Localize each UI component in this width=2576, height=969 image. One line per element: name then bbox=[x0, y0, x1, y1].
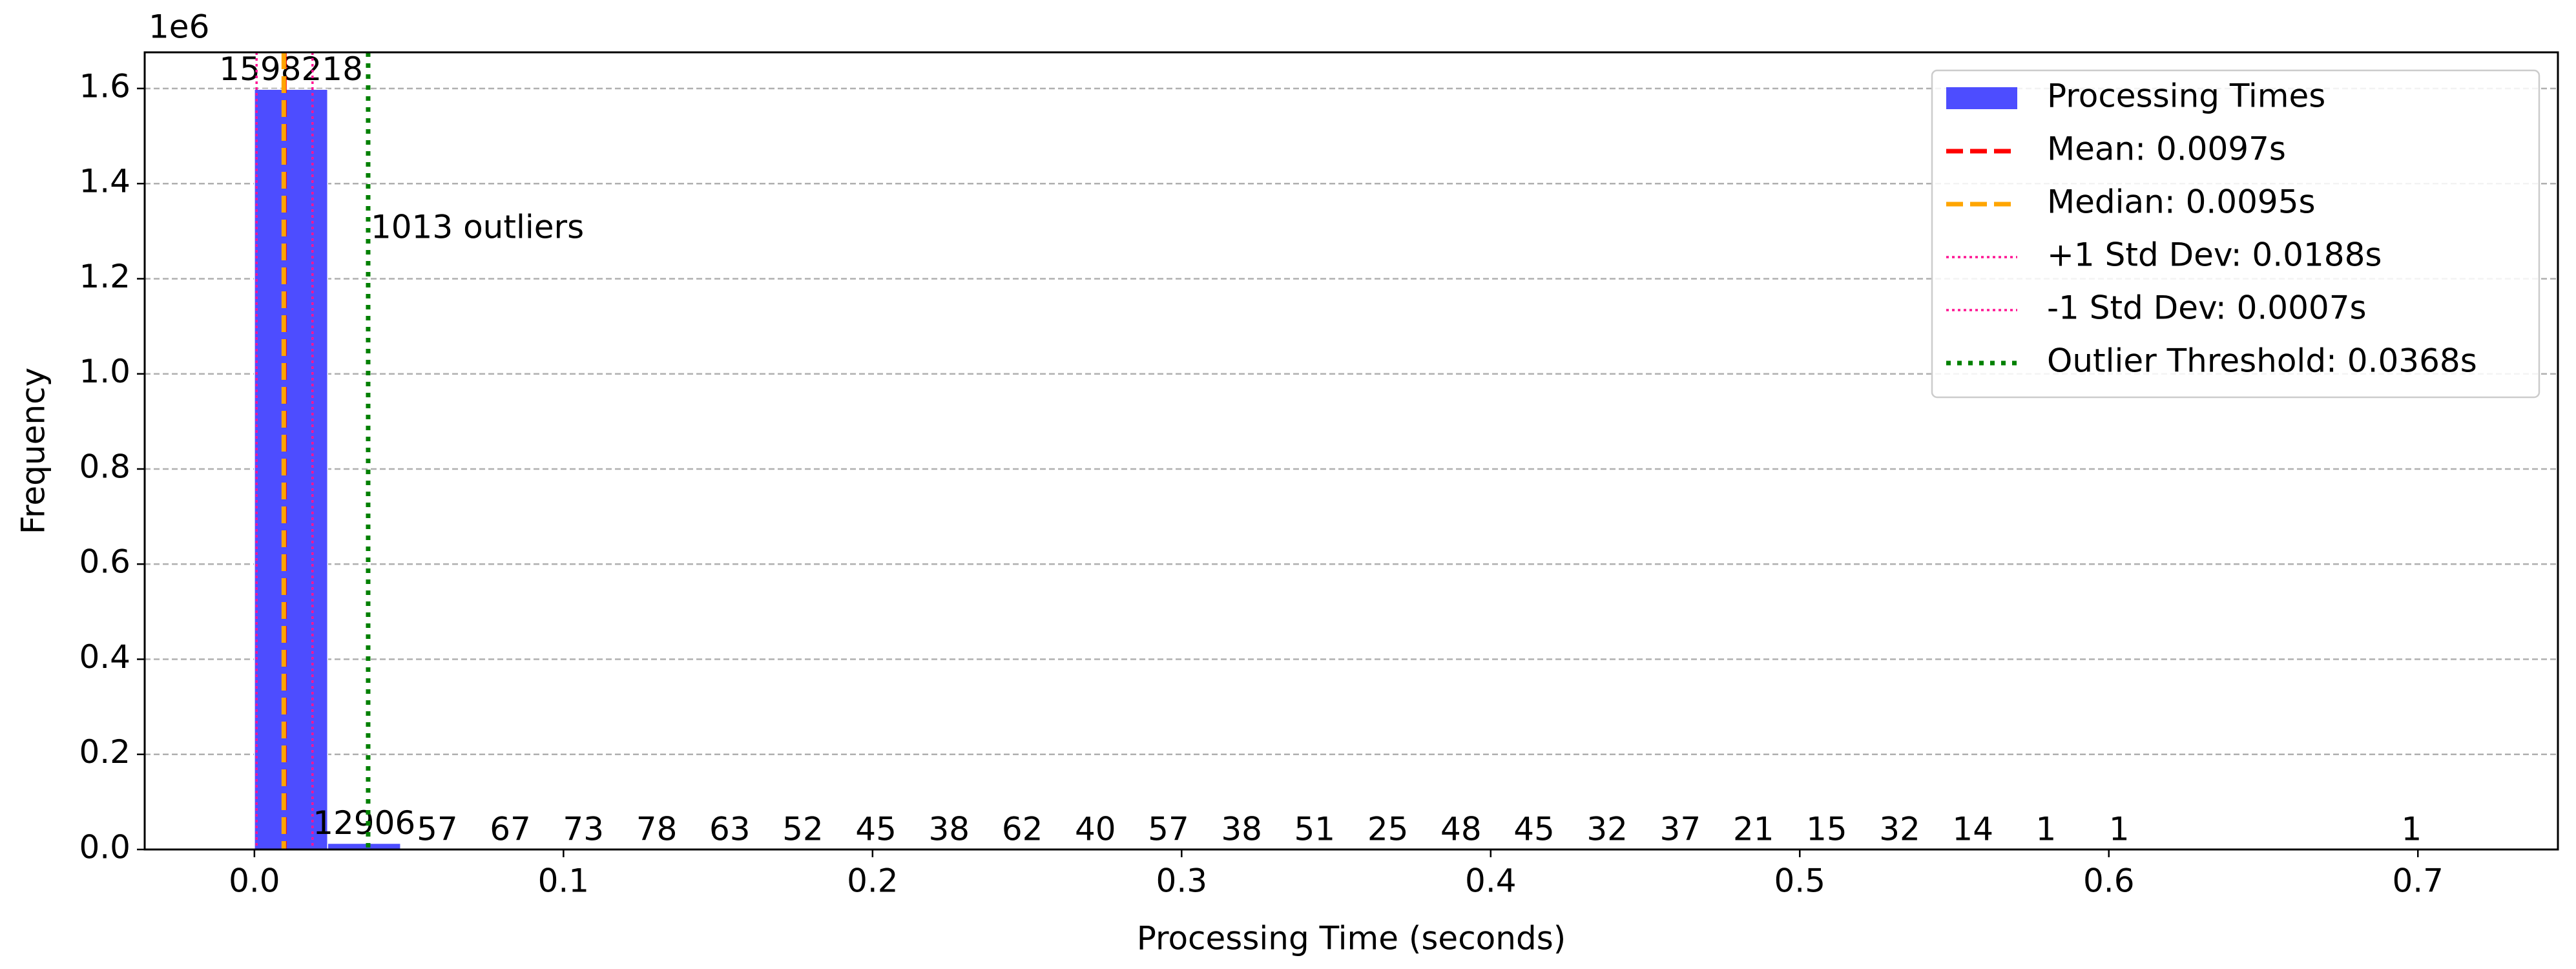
x-axis-label: Processing Time (seconds) bbox=[1137, 920, 1566, 957]
value-label: 73 bbox=[563, 810, 604, 848]
y-tick-label: 0.4 bbox=[79, 638, 130, 676]
y-offset-text: 1e6 bbox=[149, 8, 209, 46]
legend-swatch bbox=[1946, 87, 2017, 109]
x-tick-label: 0.0 bbox=[229, 862, 280, 900]
legend: Processing Times Mean: 0.0097s Median: 0.0… bbox=[1931, 69, 2540, 399]
annotation: 1013 outliers bbox=[371, 209, 584, 246]
value-label: 25 bbox=[1367, 810, 1409, 848]
x-tick-label: 0.7 bbox=[2392, 862, 2444, 900]
y-tick-label: 1.0 bbox=[79, 353, 130, 390]
value-label: 1 bbox=[2402, 810, 2422, 848]
value-label: 52 bbox=[782, 810, 824, 848]
value-label: 12906 bbox=[313, 804, 415, 842]
legend-label: +1 Std Dev: 0.0188s bbox=[2047, 236, 2382, 274]
y-tick-label: 1.4 bbox=[79, 163, 130, 200]
y-tick-label: 0.8 bbox=[79, 448, 130, 485]
value-label: 38 bbox=[1221, 810, 1262, 848]
bar bbox=[254, 89, 329, 850]
legend-label: Outlier Threshold: 0.0368s bbox=[2047, 342, 2477, 380]
value-label: 48 bbox=[1440, 810, 1482, 848]
legend-box bbox=[1931, 69, 2540, 399]
value-label: 57 bbox=[1148, 810, 1189, 848]
value-label: 32 bbox=[1586, 810, 1628, 848]
value-label: 51 bbox=[1294, 810, 1335, 848]
x-tick-label: 0.3 bbox=[1156, 862, 1208, 900]
x-tick-label: 0.5 bbox=[1774, 862, 1826, 900]
axes-frame bbox=[143, 51, 2559, 851]
value-label: 67 bbox=[490, 810, 531, 848]
value-label: 45 bbox=[855, 810, 897, 848]
value-label: 38 bbox=[928, 810, 970, 848]
value-label: 62 bbox=[1002, 810, 1043, 848]
value-label: 32 bbox=[1879, 810, 1920, 848]
value-label: 15 bbox=[1806, 810, 1847, 848]
value-label: 57 bbox=[417, 810, 458, 848]
value-label: 37 bbox=[1660, 810, 1701, 848]
value-label: 1 bbox=[2109, 810, 2130, 848]
x-tick-label: 0.4 bbox=[1465, 862, 1517, 900]
x-tick-label: 0.6 bbox=[2083, 862, 2135, 900]
value-label: 45 bbox=[1513, 810, 1555, 848]
value-label: 78 bbox=[636, 810, 678, 848]
y-tick-label: 0.2 bbox=[79, 733, 130, 771]
legend-label: -1 Std Dev: 0.0007s bbox=[2047, 289, 2367, 327]
y-tick-label: 0.0 bbox=[79, 829, 130, 866]
value-label: 40 bbox=[1075, 810, 1116, 848]
y-tick-label: 1.2 bbox=[79, 258, 130, 295]
y-axis-label: Frequency bbox=[15, 368, 52, 534]
value-label: 1 bbox=[2035, 810, 2056, 848]
value-label: 21 bbox=[1733, 810, 1774, 848]
x-tick-label: 0.2 bbox=[847, 862, 898, 900]
legend-label: Mean: 0.0097s bbox=[2047, 130, 2286, 168]
legend-label: Processing Times bbox=[2047, 78, 2325, 115]
x-tick-label: 0.1 bbox=[538, 862, 590, 900]
y-tick-label: 1.6 bbox=[79, 67, 130, 105]
legend-label: Median: 0.0095s bbox=[2047, 183, 2316, 221]
value-label: 1598218 bbox=[219, 50, 363, 88]
y-tick-label: 0.6 bbox=[79, 543, 130, 581]
value-label: 63 bbox=[709, 810, 751, 848]
value-label: 14 bbox=[1952, 810, 1993, 848]
